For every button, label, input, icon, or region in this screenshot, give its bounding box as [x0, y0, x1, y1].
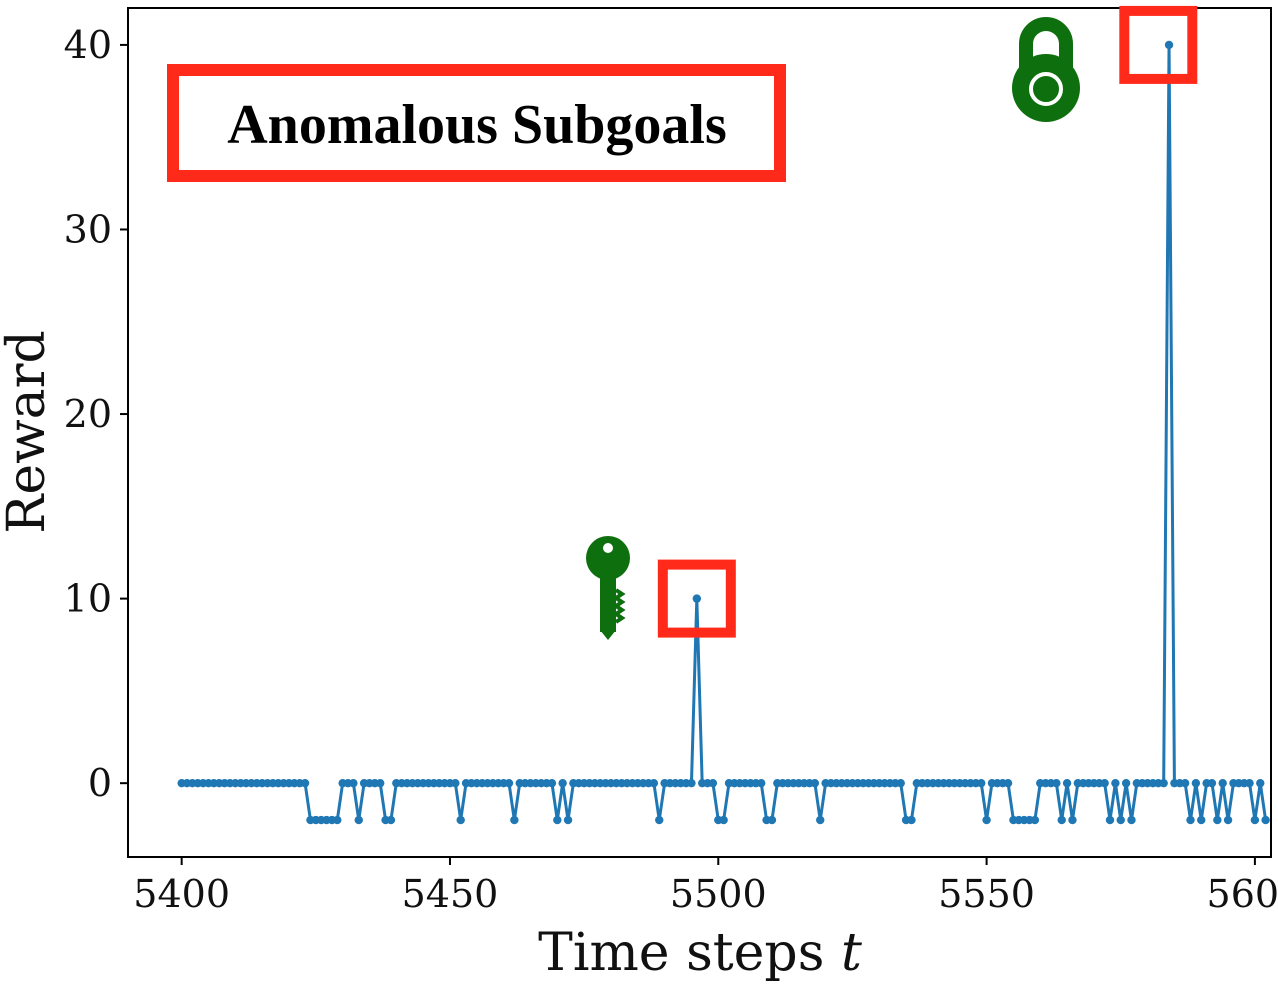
data-point: [376, 778, 385, 788]
x-tick-label: 5400: [133, 872, 230, 916]
highlight-box: [1119, 5, 1198, 84]
data-point: [354, 815, 363, 825]
data-point: [1218, 778, 1227, 788]
data-point: [558, 778, 567, 788]
y-tick-label: 30: [64, 207, 112, 251]
series-points: [177, 40, 1270, 825]
data-point: [510, 815, 519, 825]
data-point: [816, 815, 825, 825]
data-point: [349, 778, 358, 788]
data-point: [1186, 815, 1195, 825]
data-point: [1213, 815, 1222, 825]
data-point: [907, 815, 916, 825]
data-point: [1111, 778, 1120, 788]
data-point: [1127, 815, 1136, 825]
data-point: [1191, 778, 1201, 788]
padlock-icon: [1012, 17, 1080, 122]
annotation-box: [167, 64, 786, 182]
data-point: [563, 815, 573, 825]
data-point: [1159, 778, 1168, 788]
data-point: [708, 778, 718, 788]
y-tick-label: 40: [64, 23, 112, 67]
data-point: [896, 778, 905, 788]
data-point: [982, 815, 991, 825]
data-point: [655, 815, 664, 825]
data-point: [649, 778, 659, 788]
highlight-boxes: [657, 5, 1198, 638]
data-point: [547, 778, 557, 788]
data-point: [1057, 815, 1066, 825]
data-point: [1003, 778, 1013, 788]
highlight-box: [657, 559, 736, 638]
data-point: [1207, 778, 1217, 788]
x-tick-label: 5500: [670, 872, 767, 916]
data-point: [456, 815, 465, 825]
data-point: [1105, 815, 1115, 825]
data-point: [504, 778, 514, 788]
data-point: [386, 815, 396, 825]
x-axis-label-text: Time steps: [538, 923, 824, 983]
data-point: [451, 778, 460, 788]
y-tick-label: 0: [88, 761, 112, 805]
data-point: [719, 815, 728, 825]
data-point: [1116, 815, 1125, 825]
data-point: [692, 594, 702, 603]
data-point: [553, 815, 562, 825]
annotation-text: Anomalous Subgoals: [227, 94, 727, 156]
key-icon: [586, 536, 630, 640]
data-point: [1062, 778, 1072, 788]
data-point: [977, 778, 986, 788]
data-point: [1261, 815, 1270, 825]
x-tick-label: 5550: [938, 872, 1035, 916]
x-tick-label: 5450: [402, 872, 499, 916]
data-point: [1256, 778, 1265, 788]
y-axis-label: Reward: [0, 330, 57, 534]
data-point: [1250, 815, 1260, 825]
data-point: [767, 815, 777, 825]
data-point: [810, 778, 820, 788]
y-tick-label: 10: [64, 577, 112, 621]
data-point: [1121, 778, 1131, 788]
data-point: [1223, 815, 1233, 825]
data-point: [1180, 778, 1190, 788]
x-axis-label-variable: t: [841, 923, 862, 983]
data-point: [757, 778, 766, 788]
data-point: [1164, 40, 1174, 50]
y-tick-label: 20: [64, 392, 112, 436]
data-point: [300, 778, 310, 788]
data-point: [333, 815, 342, 825]
data-point: [1245, 778, 1254, 788]
data-point: [1030, 815, 1040, 825]
data-point: [687, 778, 696, 788]
x-axis-label: Time steps t: [538, 923, 862, 983]
plot-frame: [127, 7, 1272, 858]
data-point: [1100, 778, 1109, 788]
y-axis-ticks: 0 10 20 30 40: [64, 23, 128, 805]
data-point: [1052, 778, 1061, 788]
data-point: [1068, 815, 1077, 825]
data-point: [1197, 815, 1206, 825]
